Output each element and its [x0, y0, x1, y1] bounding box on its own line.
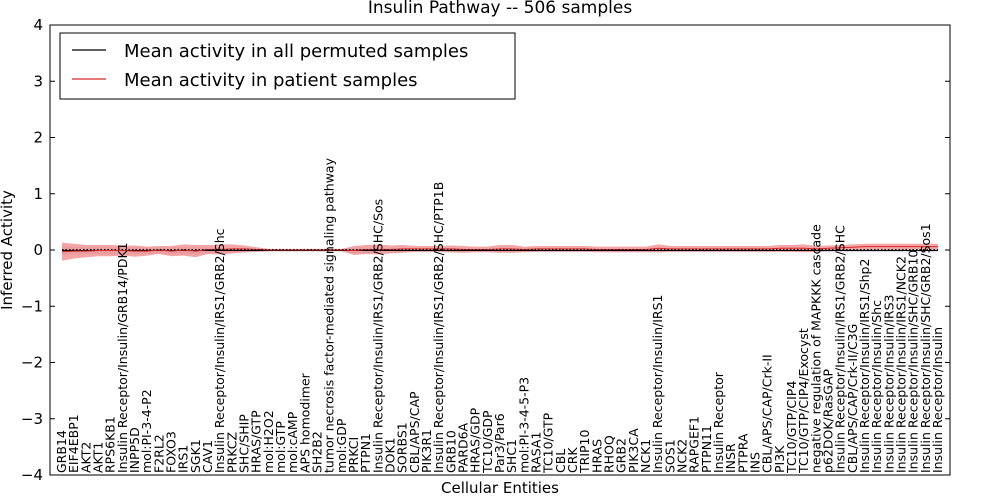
y-tick-label: −1	[21, 297, 43, 315]
x-tick-label: RHOQ	[602, 435, 617, 473]
x-tick-label: HRAS/GDP	[468, 407, 483, 473]
y-tick-label: 2	[33, 129, 43, 147]
x-tick-label: CBL	[553, 449, 568, 473]
x-tick-label: NCK2	[675, 439, 690, 473]
x-tick-label: GRB14	[54, 430, 69, 473]
x-tick-label: mol:GTP	[273, 421, 288, 473]
x-tick-label: PTPN1	[358, 433, 373, 473]
x-tick-label: TC10/GTP/CIP4	[784, 381, 799, 474]
x-tick-label: PTPRA	[735, 433, 750, 473]
x-tick-label: SGK1	[188, 439, 203, 473]
x-tick-label: PIK3CA	[626, 428, 641, 473]
x-tick-label: Insulin Receptor/Insulin/IRS1/GRB2/SHC	[833, 225, 848, 473]
x-tick-label: negative regulation of MAPKKK cascade	[808, 224, 823, 473]
legend-label-patient: Mean activity in patient samples	[124, 70, 418, 91]
y-tick-label: −2	[21, 354, 43, 372]
y-tick-label: 4	[33, 16, 43, 34]
x-tick-label: HRAS/GTP	[249, 410, 264, 473]
series-1-line	[61, 246, 938, 253]
x-tick-label: PIK3R1	[419, 429, 434, 473]
x-tick-label: p62DOK/RasGAP	[821, 368, 836, 473]
x-tick-label: CBL/APS/CAP/Crk-II	[760, 354, 775, 473]
x-tick-label: mol:PI-3-4-5-P3	[516, 377, 531, 473]
x-tick-label: Insulin Receptor/Insulin	[930, 327, 945, 473]
x-tick-label: mol:H2O2	[261, 410, 276, 473]
x-tick-label: Insulin Receptor/Insulin/IRS1/Shp2	[857, 259, 872, 473]
x-tick-label: RASA1	[529, 432, 544, 473]
x-tick-label: PRKCI	[346, 437, 361, 473]
x-tick-label: RPS6KB1	[103, 416, 118, 473]
x-tick-label: tumor necrosis factor-mediated signaling…	[322, 157, 337, 473]
x-tick-label: mol:cAMP	[285, 411, 300, 473]
series-lines	[61, 246, 938, 253]
x-tick-label: DOK1	[383, 437, 398, 473]
x-tick-label: APS homodimer	[297, 372, 312, 473]
x-tick-label: NCK1	[638, 439, 653, 473]
x-tick-label: INS	[748, 452, 763, 473]
x-tick-label: CRK	[565, 447, 580, 473]
x-tick-label: SORBS1	[395, 422, 410, 473]
x-tick-label: HRAS	[589, 439, 604, 473]
x-tick-label: CAV1	[200, 440, 215, 473]
x-tick-label: RAPGEF1	[687, 416, 702, 473]
x-tick-label: mol:PI-3-4-P2	[139, 389, 154, 473]
x-tick-label: GRB2	[614, 438, 629, 473]
x-tick-label: mol:GDP	[334, 418, 349, 473]
x-tick-label: EIF4EBP1	[66, 414, 81, 473]
x-tick-label: PRKCZ	[224, 432, 239, 473]
x-tick-label: Insulin Receptor	[711, 371, 726, 473]
legend: Mean activity in all permuted samples Me…	[59, 32, 516, 100]
x-tick-label: Insulin Receptor/Insulin/SHC/GRB10	[906, 250, 921, 473]
x-tick-label: FOXO3	[164, 431, 179, 473]
x-tick-label: TC10/GTP/CIP4/Exocyst	[796, 328, 811, 474]
x-tick-label: Par3/Par6	[492, 413, 507, 473]
x-tick-label: PARD6A	[456, 422, 471, 473]
plot-area-frame	[49, 24, 951, 476]
x-tick-label: Insulin Receptor/Insulin/GRB14/PDK1	[115, 242, 130, 473]
x-tick-label: TC10/GTP	[541, 412, 556, 474]
x-tick-label: PTPN11	[699, 425, 714, 473]
y-tick-label: 0	[33, 241, 43, 259]
x-tick-label: INSR	[723, 443, 738, 473]
series-1-band	[62, 242, 938, 261]
y-tick-label: −3	[21, 410, 43, 428]
x-tick-label: AKT2	[78, 442, 93, 473]
x-tick-label: F2RL2	[151, 434, 166, 473]
x-tick-label: CBL/APS/CAP/Crk-II/C3G	[845, 324, 860, 473]
y-axis-label: Inferred Activity	[0, 190, 16, 310]
x-tick-label: SH2B2	[310, 431, 325, 473]
x-tick-label: Insulin Receptor/Insulin/IRS1	[650, 295, 665, 473]
y-tick-label: −4	[21, 466, 43, 484]
x-tick-label: Insulin Receptor/Insulin/IRS1/GRB2/SHC/P…	[431, 182, 446, 473]
x-tick-label: AKT1	[91, 442, 106, 473]
x-axis-label: Cellular Entities	[441, 479, 559, 497]
x-tick-label: SHC1	[504, 439, 519, 473]
x-tick-label: TC10/GDP	[480, 410, 495, 474]
x-tick-label: INPP5D	[127, 427, 142, 473]
x-tick-label: Insulin Receptor/Insulin/IRS1/GRB2/Shc	[212, 228, 227, 473]
x-tick-label: GRB10	[443, 430, 458, 473]
x-tick-label: Insulin Receptor/Insulin/SHC/GRB2/Sos1	[918, 223, 933, 473]
x-tick-label: SOS1	[662, 439, 677, 473]
x-tick-label: CBL/APS/CAP	[407, 391, 422, 473]
chart-title: Insulin Pathway -- 506 samples	[368, 0, 633, 18]
y-tick-label: 3	[33, 72, 43, 90]
x-tick-label: Insulin Receptor/Insulin/IRS3	[881, 295, 896, 473]
x-tick-label: IRS1	[176, 445, 191, 473]
x-tick-label: Insulin Receptor/Insulin/IRS1/GRB2/SHC/S…	[370, 199, 385, 473]
legend-label-permuted: Mean activity in all permuted samples	[124, 41, 468, 62]
x-tick-label: Insulin Receptor/Insulin/IRS1/NCK2	[894, 256, 909, 473]
y-axis-ticks: −4 −3 −2 −1 0 1 2 3 4	[21, 16, 950, 484]
x-tick-label: SHC/SHIP	[237, 414, 252, 473]
x-tick-label: PI3K	[772, 445, 787, 473]
x-tick-label: TRIP10	[577, 430, 592, 474]
y-tick-label: 1	[33, 185, 43, 203]
legend-box	[59, 32, 516, 100]
x-tick-label: Insulin Receptor/Insulin/Shc	[869, 300, 884, 473]
